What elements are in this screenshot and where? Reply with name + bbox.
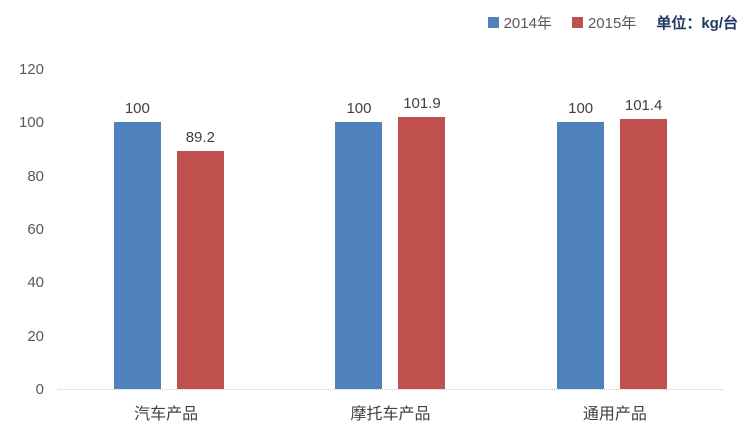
bar-value-label: 89.2 bbox=[185, 129, 215, 147]
y-tick-label: 100 bbox=[18, 114, 44, 132]
legend-label-2014: 2014年 bbox=[503, 15, 552, 32]
bar-value-label: 101.9 bbox=[403, 95, 441, 113]
plot-area: 100 89.2 100 101.9 100 101.4 bbox=[58, 70, 723, 390]
chart-legend: 2014年 2015年 单位：kg/台 bbox=[487, 12, 738, 33]
category-label: 摩托车产品 bbox=[350, 406, 431, 423]
y-tick-label: 20 bbox=[27, 327, 44, 345]
legend-item-2015: 2015年 bbox=[571, 12, 637, 33]
bar-groups: 100 89.2 100 101.9 100 101.4 bbox=[58, 70, 723, 389]
bar-group: 100 101.4 bbox=[557, 96, 668, 389]
y-tick-label: 40 bbox=[27, 274, 44, 292]
category-label: 汽车产品 bbox=[134, 406, 199, 423]
y-tick-label: 120 bbox=[18, 61, 44, 78]
legend-item-2014: 2014年 bbox=[487, 12, 552, 33]
bar-value-label: 101.4 bbox=[624, 96, 663, 114]
bar-value-label: 100 bbox=[568, 100, 594, 118]
y-tick-label: 0 bbox=[35, 381, 44, 398]
bar-2014年 bbox=[557, 122, 605, 389]
bar-wrap: 100 bbox=[335, 100, 383, 389]
x-axis-labels: 汽车产品 摩托车产品 通用产品 bbox=[58, 400, 723, 424]
bar-wrap: 89.2 bbox=[176, 129, 224, 389]
category-label: 通用产品 bbox=[582, 406, 647, 423]
legend-label-2015: 2015年 bbox=[587, 15, 637, 32]
bar-wrap: 101.9 bbox=[398, 95, 446, 389]
bar-2014年 bbox=[113, 122, 161, 389]
y-tick-label: 80 bbox=[27, 167, 44, 185]
y-tick-label: 60 bbox=[27, 221, 44, 238]
unit-label: 单位：kg/台 bbox=[656, 15, 738, 32]
bar-wrap: 100 bbox=[557, 100, 605, 389]
bar-2015年 bbox=[620, 118, 668, 389]
y-axis: 0 20 40 60 80 100 120 bbox=[0, 0, 46, 442]
bar-2014年 bbox=[335, 122, 383, 389]
bar-value-label: 100 bbox=[124, 100, 150, 118]
bar-value-label: 100 bbox=[346, 100, 372, 118]
legend-swatch-2015-icon bbox=[571, 17, 583, 28]
bar-wrap: 100 bbox=[113, 100, 161, 389]
bar-2015年 bbox=[398, 117, 446, 389]
bar-group: 100 89.2 bbox=[113, 100, 224, 389]
bar-2015年 bbox=[176, 151, 224, 389]
bar-group: 100 101.9 bbox=[335, 95, 446, 389]
bar-wrap: 101.4 bbox=[620, 96, 668, 389]
legend-swatch-2014-icon bbox=[487, 17, 499, 28]
